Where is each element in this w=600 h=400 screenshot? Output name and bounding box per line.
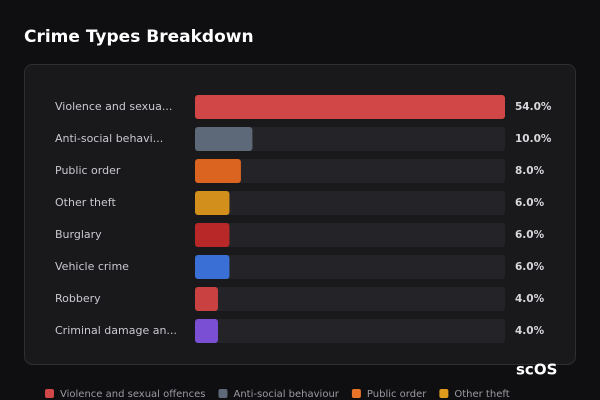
category-label: Vehicle crime xyxy=(55,260,129,273)
value-label: 4.0% xyxy=(515,293,545,305)
legend-swatch xyxy=(218,389,228,398)
legend-label: Anti-social behaviour xyxy=(234,389,340,400)
category-label: Criminal damage an... xyxy=(55,324,177,337)
bar xyxy=(195,287,218,311)
category-label: Robbery xyxy=(55,292,101,305)
bar-track xyxy=(195,191,505,215)
watermark: scOS xyxy=(516,361,557,379)
value-label: 8.0% xyxy=(515,165,545,177)
category-label: Burglary xyxy=(55,228,102,241)
bar-track xyxy=(195,223,505,247)
bar xyxy=(195,223,230,247)
category-label: Anti-social behavi... xyxy=(55,132,163,145)
bar xyxy=(195,127,253,151)
value-label: 6.0% xyxy=(515,261,545,273)
legend-label: Violence and sexual offences xyxy=(60,389,206,400)
bar-track xyxy=(195,255,505,279)
category-label: Public order xyxy=(55,164,121,177)
bar-track xyxy=(195,319,505,343)
legend-swatch xyxy=(45,389,54,398)
value-label: 54.0% xyxy=(515,101,552,113)
bar xyxy=(195,255,230,279)
legend-swatch xyxy=(439,389,449,398)
bar xyxy=(195,159,241,183)
bar-track xyxy=(195,287,505,311)
category-label: Violence and sexua... xyxy=(55,100,172,113)
value-label: 10.0% xyxy=(515,133,552,145)
category-label: Other theft xyxy=(55,196,116,209)
value-label: 6.0% xyxy=(515,229,545,241)
legend-swatch xyxy=(351,389,361,398)
value-label: 4.0% xyxy=(515,325,545,337)
value-label: 6.0% xyxy=(515,197,545,209)
bar xyxy=(195,191,230,215)
bar xyxy=(195,319,218,343)
bar-track xyxy=(195,159,505,183)
bar xyxy=(195,95,505,119)
legend-label: Other theft xyxy=(454,389,509,400)
legend-label: Public order xyxy=(367,389,427,400)
chart-title: Crime Types Breakdown xyxy=(24,27,254,47)
bar-track xyxy=(195,127,505,151)
